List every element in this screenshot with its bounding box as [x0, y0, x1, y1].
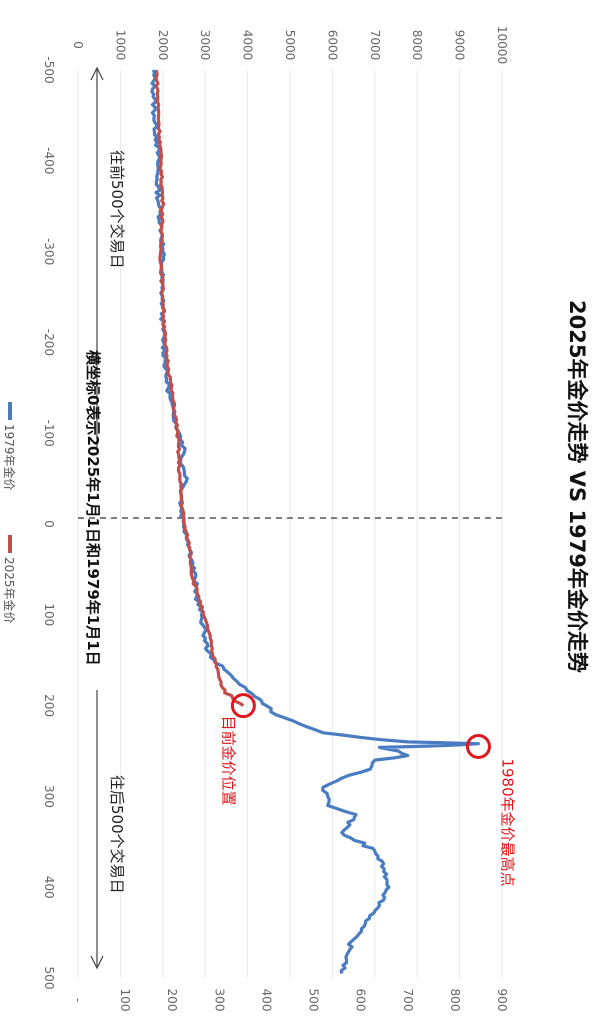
right-tick-label: 800	[448, 989, 462, 1012]
right-tick-label: 200	[165, 989, 179, 1012]
peak-annotation: 1980年金价最高点	[498, 758, 516, 886]
left-tick-label: 3000	[198, 30, 212, 61]
right-tick-label: 400	[259, 989, 273, 1012]
right-axis-ticks: - 100 200 300 400 500 600 700 800 900	[71, 989, 509, 1012]
x-tick-label: 0	[42, 520, 56, 528]
gridlines	[77, 70, 503, 978]
right-tick-label: -	[71, 998, 85, 1002]
series-line-2025	[154, 69, 245, 707]
chart-title: 2025年金价走势 VS 1979年金价走势	[565, 300, 589, 673]
right-tick-label: 600	[354, 989, 368, 1012]
x-tick-label: -500	[42, 56, 56, 83]
left-tick-label: 1000	[113, 30, 127, 61]
x-tick-label: -200	[42, 329, 56, 356]
x-tick-label: -100	[42, 420, 56, 447]
x-tick-label: 100	[42, 603, 56, 626]
x-tick-label: 500	[42, 967, 56, 990]
current-marker-circle	[230, 693, 256, 719]
legend-label-1979: 1979年金价	[2, 424, 17, 491]
left-tick-label: 10000	[495, 26, 509, 64]
left-axis-ticks: 0 1000 2000 3000 4000 5000 6000 7000 8000 9000 100…	[71, 26, 509, 64]
x-axis-ticks: -500 -400 -300 -200 -100 0 100 200 300 400 500	[42, 56, 56, 989]
right-tick-label: 100	[118, 989, 132, 1012]
left-tick-label: 4000	[241, 30, 255, 61]
after-arrow-head	[90, 955, 104, 970]
left-tick-label: 0	[71, 41, 85, 49]
left-tick-label: 6000	[325, 30, 339, 61]
x-tick-label: -400	[42, 147, 56, 174]
before-arrow-head	[90, 66, 104, 81]
current-annotation: 目前金价位置	[219, 716, 237, 806]
series-line-1979	[150, 69, 480, 974]
x-tick-label: 400	[42, 876, 56, 899]
left-tick-label: 2000	[156, 30, 170, 61]
left-tick-label: 5000	[283, 30, 297, 61]
right-tick-label: 700	[401, 989, 415, 1012]
right-tick-label: 300	[212, 989, 226, 1012]
left-tick-label: 7000	[368, 30, 382, 61]
legend-label-2025: 2025年金价	[2, 557, 17, 624]
peak-marker-circle	[465, 733, 491, 759]
before-range-label: 往前500个交易日	[108, 150, 126, 269]
right-tick-label: 900	[495, 989, 509, 1012]
right-tick-label: 500	[307, 989, 321, 1012]
left-tick-label: 8000	[410, 30, 424, 61]
left-tick-label: 9000	[453, 30, 467, 61]
x-tick-label: -300	[42, 238, 56, 265]
x-tick-label: 200	[42, 694, 56, 717]
x-axis-note: 横坐标0表示2025年1月1日和1979年1月1日	[84, 350, 102, 666]
x-tick-label: 300	[42, 785, 56, 808]
after-range-label: 往后500个交易日	[108, 775, 126, 894]
